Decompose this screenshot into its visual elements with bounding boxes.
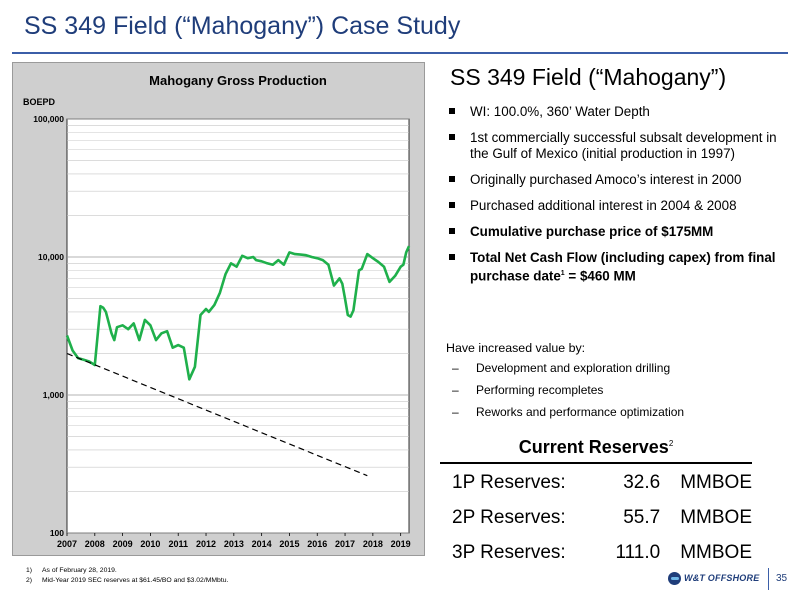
x-tick-label: 2015 <box>279 539 299 549</box>
reserves-table: 1P Reserves: 32.6 MMBOE 2P Reserves: 55.… <box>440 465 752 570</box>
highlight-item: Purchased additional interest in 2004 & … <box>448 198 793 214</box>
y-tick-label: 100 <box>50 528 64 538</box>
dash-icon: – <box>452 383 459 397</box>
reserves-unit: MMBOE <box>680 471 752 493</box>
highlight-text: Total Net Cash Flow (including capex) fr… <box>470 250 776 284</box>
reserves-value: 55.7 <box>623 506 661 528</box>
bullet-square-icon <box>449 202 455 208</box>
highlight-item: Cumulative purchase price of $175MM <box>448 224 793 240</box>
bullet-square-icon <box>449 134 455 140</box>
highlight-item: Originally purchased Amoco’s interest in… <box>448 172 793 188</box>
increased-value-intro: Have increased value by: <box>446 341 586 355</box>
footnotes: 1) As of February 28, 2019. 2) Mid-Year 20… <box>26 566 228 586</box>
reserves-value: 111.0 <box>615 541 661 563</box>
x-tick-label: 2016 <box>307 539 327 549</box>
y-axis-label: BOEPD <box>23 97 56 107</box>
list-item-text: Performing recompletes <box>476 383 604 397</box>
increased-value-list: – Development and exploration drilling – Pe… <box>452 361 684 427</box>
company-logo: W&T OFFSHORE <box>668 572 764 586</box>
x-tick-label: 2012 <box>196 539 216 549</box>
x-tick-label: 2008 <box>85 539 105 549</box>
reserves-title-text: Current Reserves <box>518 437 669 457</box>
production-chart-svg: 100 1,000 10,000 100,000 2007 2008 2009 2010 201… <box>23 73 411 549</box>
table-row: 3P Reserves: 111.0 MMBOE <box>440 535 752 570</box>
reserves-label: 1P Reserves: <box>452 471 566 493</box>
reserves-divider <box>440 462 752 464</box>
table-row: 1P Reserves: 32.6 MMBOE <box>440 465 752 500</box>
reserves-label: 2P Reserves: <box>452 506 566 528</box>
footnote-text: As of February 28, 2019. <box>42 567 117 574</box>
y-tick-label: 100,000 <box>33 114 64 124</box>
y-tick-label: 1,000 <box>43 390 65 400</box>
highlight-text: Originally purchased Amoco’s interest in… <box>470 172 742 187</box>
reserves-footnote-ref: 2 <box>668 439 674 448</box>
dash-icon: – <box>452 361 459 375</box>
production-line <box>65 245 411 381</box>
footnote-number: 1) <box>26 567 33 574</box>
highlight-text-tail: = $460 MM <box>564 268 636 284</box>
footnote: 1) As of February 28, 2019. <box>26 566 228 576</box>
bullet-square-icon <box>449 228 455 234</box>
page-number: 35 <box>776 573 788 584</box>
highlight-text: Cumulative purchase price of $175MM <box>470 224 714 239</box>
production-chart: 100 1,000 10,000 100,000 2007 2008 2009 2010 201… <box>12 62 425 556</box>
highlight-item: WI: 100.0%, 360’ Water Depth <box>448 104 793 120</box>
x-tick-label: 2014 <box>252 539 272 549</box>
highlight-text: WI: 100.0%, 360’ Water Depth <box>470 104 650 119</box>
reserves-value: 32.6 <box>623 471 661 493</box>
field-title: SS 349 Field (“Mahogany”) <box>450 64 727 90</box>
footnote-ref: 1 <box>560 270 565 277</box>
page-title: SS 349 Field (“Mahogany”) Case Study <box>24 12 461 40</box>
footnote-number: 2) <box>26 577 33 584</box>
table-row: 2P Reserves: 55.7 MMBOE <box>440 500 752 535</box>
x-tick-label: 2007 <box>57 539 77 549</box>
x-tick-label: 2013 <box>224 539 244 549</box>
decline-trend-line <box>66 352 368 477</box>
reserves-unit: MMBOE <box>680 541 752 563</box>
x-tick-label: 2018 <box>363 539 383 549</box>
footnote-text: Mid-Year 2019 SEC reserves at $61.45/BO … <box>42 577 229 584</box>
footer-divider <box>768 568 769 590</box>
logo-mark-icon <box>668 572 681 585</box>
bullet-square-icon <box>449 176 455 182</box>
highlight-item: Total Net Cash Flow (including capex) fr… <box>448 250 793 284</box>
logo-text: W&T OFFSHORE <box>684 573 760 583</box>
reserves-label: 3P Reserves: <box>452 541 566 563</box>
highlights-list: WI: 100.0%, 360’ Water Depth 1st commerci… <box>448 104 793 294</box>
highlight-item: 1st commercially successful subsalt deve… <box>448 130 793 162</box>
footnote: 2) Mid-Year 2019 SEC reserves at $61.45/B… <box>26 576 228 586</box>
reserves-title: Current Reserves2 <box>440 437 752 458</box>
highlight-text: 1st commercially successful subsalt deve… <box>470 130 777 161</box>
title-divider <box>12 52 788 54</box>
list-item-text: Reworks and performance optimization <box>476 405 685 419</box>
list-item: – Reworks and performance optimization <box>452 405 684 419</box>
highlight-text: Purchased additional interest in 2004 & … <box>470 198 737 213</box>
x-tick-label: 2011 <box>168 539 188 549</box>
list-item: – Performing recompletes <box>452 383 684 397</box>
bullet-square-icon <box>449 108 455 114</box>
x-tick-label: 2009 <box>113 539 133 549</box>
chart-title: Mahogany Gross Production <box>149 73 327 88</box>
x-tick-label: 2019 <box>391 539 411 549</box>
x-tick-label: 2017 <box>335 539 355 549</box>
dash-icon: – <box>452 405 459 419</box>
list-item: – Development and exploration drilling <box>452 361 684 375</box>
bullet-square-icon <box>449 254 455 260</box>
y-tick-label: 10,000 <box>38 252 64 262</box>
x-tick-label: 2010 <box>140 539 160 549</box>
list-item-text: Development and exploration drilling <box>476 361 671 375</box>
reserves-unit: MMBOE <box>680 506 752 528</box>
